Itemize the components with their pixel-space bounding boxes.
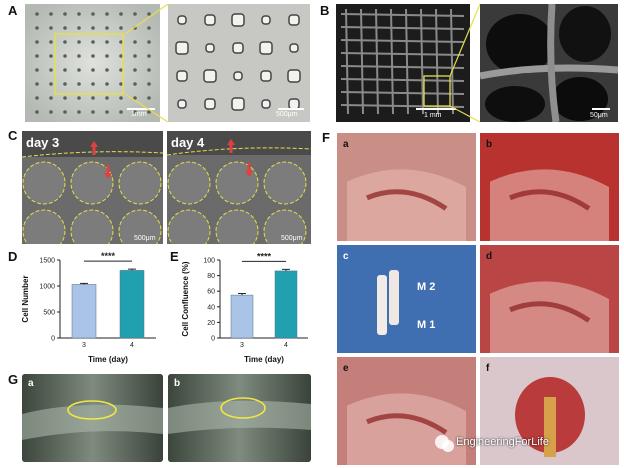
scaffold-photo-overview: 1mm [25,4,160,122]
y-axis-label: Cell Number [21,275,30,322]
wechat-logo-icon [433,432,455,454]
scaffold-pore-grid [168,4,310,122]
x-axis-label: Time (day) [244,355,284,364]
day-label: day 3 [26,135,60,150]
xray-image-a: a [22,374,163,462]
panel-label-a: A [8,3,18,18]
scale-text: 1 mm [424,112,442,119]
subpanel-label: f [486,363,490,374]
scale-bar [592,108,610,110]
tooth-label-m2: M 2 [417,281,436,293]
subpanel-label: a [28,378,34,389]
scale-text: 1mm [131,111,147,118]
watermark-text: EngineeringForLife [456,436,549,448]
y-tick-label: 40 [207,304,215,311]
scale-text: 500μm [276,111,298,118]
surgery-photo-grid: a b c M 2 M 1 d e f [337,133,619,465]
x-tick-label: 4 [130,342,134,349]
xray-image-b: b [168,374,311,462]
cell-image-day3: day 3 500μm [22,131,163,244]
sem-pores [480,4,618,122]
surgery-photo-art [347,393,466,465]
surgery-photo-a: a [337,133,476,241]
sem-image-zoom: 50μm [480,4,618,122]
subpanel-label: d [486,251,493,262]
y-tick-label: 1500 [39,258,55,265]
cell-image-day4: day 4 500μm [167,131,311,244]
significance-label: **** [101,251,116,261]
scale-bar [278,108,304,110]
panel-label-d: D [8,249,18,264]
subpanel-label: e [343,363,349,374]
bar [274,270,298,339]
y-tick-label: 0 [211,336,215,343]
bar [119,270,145,339]
y-axis-label: Cell Confluence (%) [181,261,190,336]
surgery-photo-f: f [480,357,619,465]
y-tick-label: 60 [207,289,215,296]
cell-wells-day3 [22,131,163,244]
panel-label-c: C [8,128,18,143]
y-tick-label: 100 [203,258,215,265]
panel-label-e: E [170,249,179,264]
y-tick-label: 20 [207,320,215,327]
tooth-label-m1: M 1 [417,319,436,331]
y-tick-label: 0 [51,336,55,343]
scaffold-photo-zoom: 500μm [168,4,310,122]
surgery-photo-art [490,281,609,353]
surgery-photo-art [515,377,585,457]
panel-label-b: B [320,3,330,18]
surgery-photo-art [347,169,466,241]
scale-bar [416,108,456,110]
scale-text: 50μm [590,112,608,119]
xray-jaw-a [22,374,163,462]
surgery-photo-c: c M 2 M 1 [337,245,476,353]
scale-bar [127,108,155,110]
sem-lattice [336,4,470,122]
zoom-lines-a [125,4,169,122]
surgery-photo-e: e [337,357,476,465]
panel-label-f: F [322,130,330,145]
scale-text: 500μm [134,235,156,242]
bar [71,284,97,339]
xray-jaw-b [168,374,311,462]
day-label: day 4 [171,135,205,150]
subpanel-label: c [343,251,349,262]
chart-cell-number: 0 500 1000 1500 3 4 **** Time (day) Cell Number [21,251,156,364]
sem-image-overview: 1 mm [336,4,470,122]
subpanel-label: a [343,139,349,150]
surgery-photo-art [377,270,399,335]
surgery-photo-art [490,169,609,241]
panel-label-g: G [8,372,19,387]
surgery-photo-b: b [480,133,619,241]
subpanel-label: b [486,139,493,150]
x-tick-label: 4 [284,342,288,349]
bar [230,294,254,339]
scale-text: 500μm [281,235,303,242]
x-axis-label: Time (day) [88,355,128,364]
surgery-photo-d: d [480,245,619,353]
significance-label: **** [257,251,272,261]
subpanel-label: b [174,378,181,389]
chart-cell-confluence: 0 20 40 60 80 100 3 4 **** Time (day) Cell Conflue… [181,251,308,364]
zoom-lines-b [450,4,481,122]
x-tick-label: 3 [82,342,86,349]
y-tick-label: 1000 [39,284,55,291]
cell-wells-day4 [167,131,311,244]
y-tick-label: 500 [43,310,55,317]
x-tick-label: 3 [240,342,244,349]
y-tick-label: 80 [207,273,215,280]
